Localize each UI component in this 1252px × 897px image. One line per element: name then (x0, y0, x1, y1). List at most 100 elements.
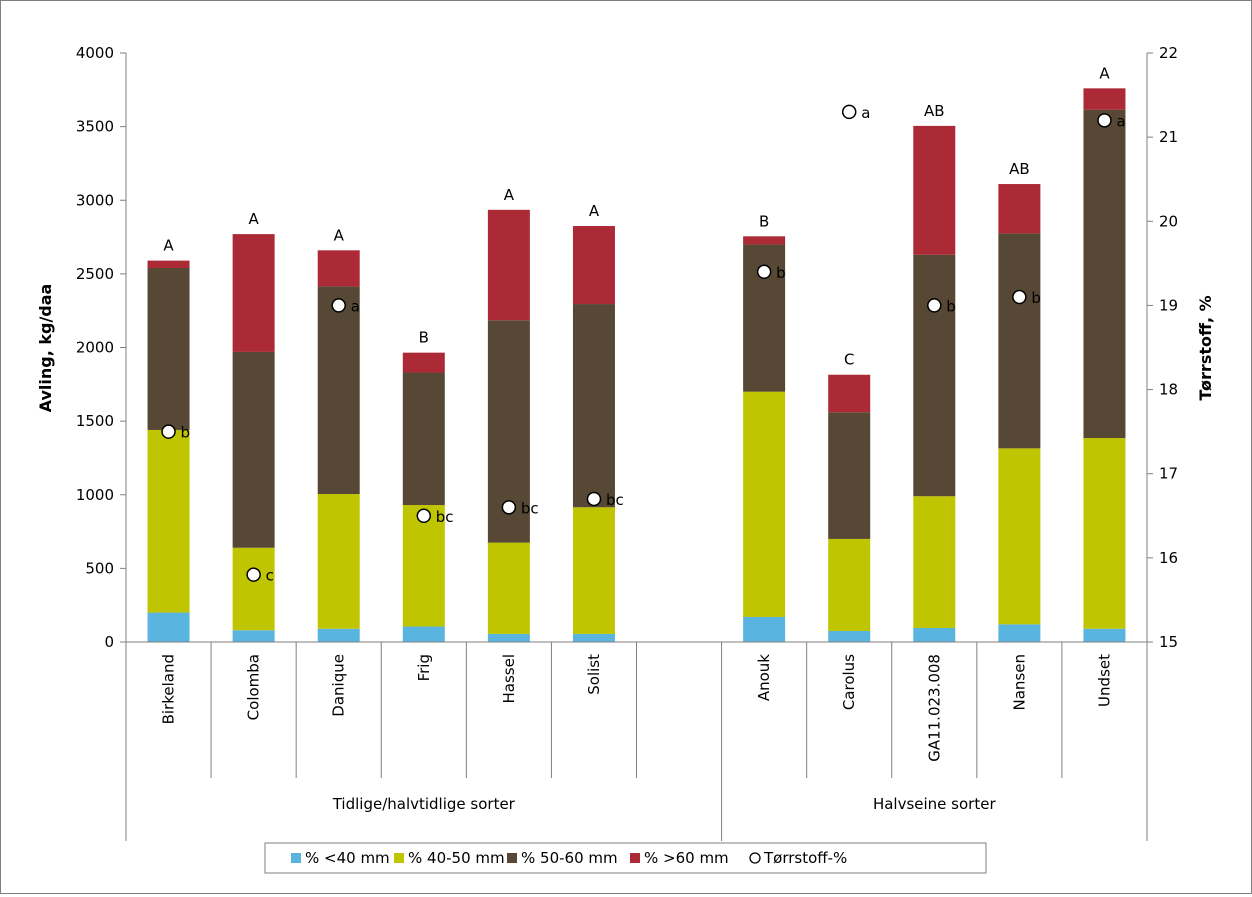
x-tick-label: Undset (1095, 654, 1113, 707)
bar-segment (232, 630, 275, 642)
y-tick-label: 1500 (76, 412, 114, 430)
x-tick-label: Nansen (1010, 654, 1028, 710)
y2-tick-label: 21 (1159, 128, 1178, 146)
y-tick-label: 2000 (76, 339, 114, 357)
x-tick-label: Solist (585, 654, 603, 695)
bar-segment (828, 630, 871, 642)
dry-matter-marker (501, 500, 517, 515)
legend-swatch (507, 853, 517, 863)
bar-segment (1083, 628, 1126, 642)
dry-matter-letter: bc (606, 491, 624, 509)
bar-segment (317, 250, 360, 287)
legend-label: Tørrstoff-% (763, 849, 847, 867)
x-tick-label: Frig (415, 654, 433, 681)
bar-segment (572, 304, 615, 508)
y2-tick-label: 22 (1159, 44, 1178, 62)
legend-label: % 50-60 mm (521, 849, 618, 867)
dry-matter-letter: a (1116, 112, 1125, 130)
legend-swatch (630, 853, 640, 863)
bar-segment (828, 538, 871, 631)
dry-matter-letter: b (776, 264, 786, 282)
dry-matter-marker (1012, 289, 1027, 305)
dry-matter-marker (331, 298, 346, 313)
y2-tick-label: 15 (1159, 633, 1178, 651)
dry-matter-letter: bc (521, 499, 539, 517)
bar-segment (1083, 438, 1126, 629)
bar-segment (147, 260, 190, 268)
dry-matter-letter: b (946, 297, 956, 315)
y2-axis-title: Tørrstoff, % (1196, 295, 1215, 400)
bar-segment (572, 226, 615, 305)
bar-segment (913, 125, 956, 255)
legend-box (264, 842, 987, 874)
y2-tick-label: 20 (1159, 212, 1178, 230)
dry-matter-letter: a (861, 104, 870, 122)
y-tick-label: 3500 (76, 118, 114, 136)
bar-segment (487, 542, 530, 634)
bar-segment (743, 616, 786, 642)
bar-segment (998, 448, 1041, 625)
bar-segment (913, 254, 956, 497)
bar-segment (998, 233, 1041, 449)
y-tick-label: 500 (85, 559, 114, 577)
bar-segment (232, 351, 275, 548)
dry-matter-letter: bc (436, 508, 454, 526)
y2-tick-label: 18 (1159, 381, 1178, 399)
bar-segment (402, 372, 445, 506)
x-group-label: Halvseine sorter (873, 795, 996, 813)
bar-segment (998, 184, 1041, 234)
bar-segment (998, 624, 1041, 642)
bar-letter-label: B (419, 329, 429, 347)
x-tick-label: Hassel (500, 654, 518, 704)
legend-marker (749, 852, 761, 864)
x-group-label: Tidlige/halvtidlige sorter (332, 795, 516, 813)
bar-letter-label: A (334, 226, 345, 244)
axes-layer: 0 500 1000 1500 2000 2500 3000 3500 4000 15 16 17 18… (76, 44, 1178, 841)
legend-swatch (394, 853, 404, 863)
legend: % <40 mm % 40-50 mm % 50-60 mm % >60 mm Tørr… (264, 842, 987, 874)
dry-matter-marker (586, 491, 602, 507)
dry-matter-letter: b (1031, 289, 1041, 307)
bar-segment (828, 412, 871, 539)
x-tick-label: Anouk (755, 654, 773, 701)
bar-segment (147, 612, 190, 642)
bar-letter-label: A (504, 186, 515, 204)
bar-segment (147, 267, 190, 430)
y-axis-title: Avling, kg/daa (36, 284, 55, 413)
bar-segment (402, 352, 445, 373)
bars-layer (147, 88, 1126, 642)
legend-label: % <40 mm (305, 849, 390, 867)
bar-letter-label: A (589, 202, 600, 220)
dry-matter-letter: a (351, 297, 360, 315)
y2-tick-label: 16 (1159, 549, 1178, 567)
bar-segment (317, 286, 360, 495)
bar-letter-label: B (759, 212, 769, 230)
bar-segment (232, 234, 275, 352)
bar-letter-label: AB (1009, 160, 1030, 178)
bar-segment (572, 507, 615, 634)
y-tick-label: 3000 (76, 191, 114, 209)
dry-matter-letter: b (181, 424, 191, 442)
bar-segment (1083, 88, 1126, 110)
bar-segment (232, 547, 275, 631)
dry-matter-marker (927, 298, 942, 313)
bar-segment (147, 429, 190, 613)
y-tick-label: 2500 (76, 265, 114, 283)
x-tick-label: Colomba (245, 654, 263, 720)
y-tick-label: 0 (104, 633, 114, 651)
bar-letter-label: C (844, 351, 854, 369)
bar-segment (743, 391, 786, 617)
legend-label: % 40-50 mm (408, 849, 505, 867)
bar-segment (743, 236, 786, 245)
bar-segment (317, 494, 360, 629)
dry-matter-marker (841, 104, 857, 120)
dry-matter-letter: c (266, 567, 274, 585)
bar-letter-label: A (1099, 64, 1110, 82)
x-tick-label: Carolus (840, 654, 858, 710)
x-tick-label: GA11.023.008 (925, 654, 943, 762)
dry-matter-marker (161, 424, 176, 439)
